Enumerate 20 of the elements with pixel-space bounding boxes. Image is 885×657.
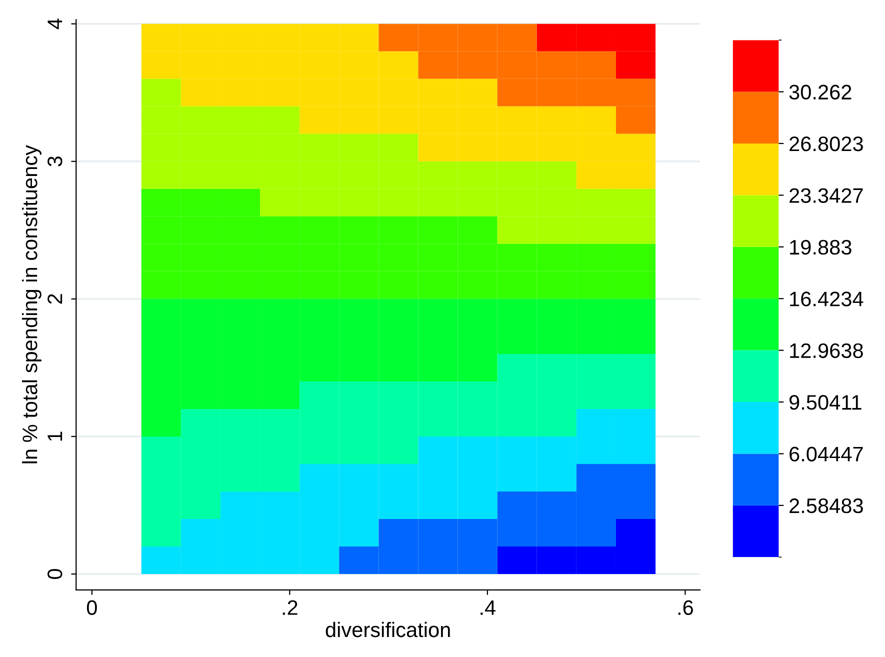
color-bar-label: 6.04447: [790, 446, 863, 462]
y-axis-title: ln % total spending in constituency: [22, 145, 42, 464]
color-bar-label: 30.262: [789, 84, 852, 100]
x-tick-label: .2: [282, 600, 298, 615]
x-tick-label: 0: [86, 600, 97, 616]
color-bar-label: 16.4234: [790, 292, 864, 306]
y-tick-label: 0: [48, 569, 62, 580]
color-bar-label: 19.883: [790, 240, 852, 255]
color-bar-label: 2.58483: [790, 498, 863, 514]
x-tick-label: .4: [480, 600, 496, 615]
y-tick-label: 1: [48, 432, 62, 441]
color-bar-label: 12.9638: [790, 343, 863, 358]
x-axis-title: diversification: [326, 622, 450, 638]
y-tick-label: 3: [48, 156, 62, 166]
color-bar-label: 9.50411: [790, 395, 862, 410]
y-tick-label: 4: [48, 18, 62, 30]
color-bar-label: 26.8023: [790, 136, 863, 152]
x-tick-label: .6: [678, 600, 693, 616]
y-tick-label: 2: [48, 294, 62, 304]
color-bar-label: 23.3427: [790, 188, 863, 203]
